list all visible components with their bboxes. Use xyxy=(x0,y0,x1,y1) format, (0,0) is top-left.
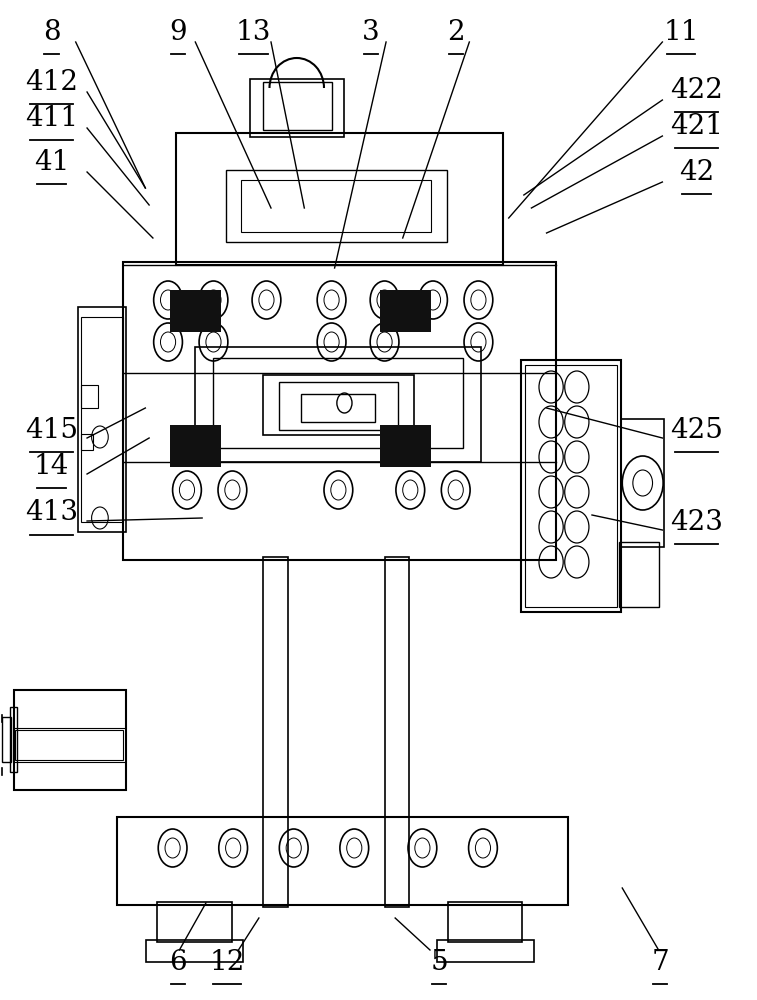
Bar xyxy=(385,557,409,907)
Bar xyxy=(279,382,398,430)
Bar xyxy=(263,375,414,435)
Text: 41: 41 xyxy=(34,148,69,176)
Bar xyxy=(621,419,664,547)
Text: 411: 411 xyxy=(25,104,78,131)
Bar xyxy=(437,940,534,962)
Bar xyxy=(146,940,243,962)
Bar xyxy=(123,262,556,560)
Bar xyxy=(213,358,463,448)
Text: 421: 421 xyxy=(670,112,723,139)
Bar xyxy=(241,180,431,232)
Text: 13: 13 xyxy=(236,18,271,45)
Bar xyxy=(2,717,11,762)
Bar xyxy=(525,365,617,607)
Bar xyxy=(14,690,126,790)
Text: 14: 14 xyxy=(34,452,69,480)
Bar xyxy=(117,817,568,905)
Text: 422: 422 xyxy=(670,77,723,104)
Bar xyxy=(170,425,221,467)
Bar xyxy=(176,133,503,265)
Bar xyxy=(301,394,375,422)
Bar xyxy=(380,290,431,332)
Bar xyxy=(521,360,621,612)
Bar xyxy=(380,425,431,467)
Text: 11: 11 xyxy=(664,18,699,45)
Text: 413: 413 xyxy=(25,499,78,526)
Bar xyxy=(250,79,344,137)
Bar xyxy=(226,170,447,242)
Text: 42: 42 xyxy=(679,158,714,186)
Bar xyxy=(170,290,221,332)
Text: 5: 5 xyxy=(430,948,448,976)
Bar xyxy=(81,317,123,522)
Bar xyxy=(15,730,123,760)
Text: 415: 415 xyxy=(25,416,78,444)
Bar xyxy=(195,347,481,462)
Bar xyxy=(81,385,98,408)
Text: 7: 7 xyxy=(651,948,669,976)
Bar xyxy=(78,307,126,532)
Text: 12: 12 xyxy=(210,948,245,976)
Text: 2: 2 xyxy=(447,18,465,45)
Bar xyxy=(263,82,332,130)
Text: 425: 425 xyxy=(670,416,723,444)
Bar xyxy=(10,707,17,772)
Bar xyxy=(157,902,232,942)
Bar xyxy=(619,542,659,607)
Text: 423: 423 xyxy=(670,508,723,536)
Bar xyxy=(81,434,93,450)
Text: 6: 6 xyxy=(169,948,187,976)
Text: 9: 9 xyxy=(169,18,187,45)
Bar xyxy=(448,902,522,942)
Text: 412: 412 xyxy=(25,68,78,96)
Bar xyxy=(263,557,288,907)
Text: 8: 8 xyxy=(42,18,61,45)
Text: 3: 3 xyxy=(362,18,380,45)
